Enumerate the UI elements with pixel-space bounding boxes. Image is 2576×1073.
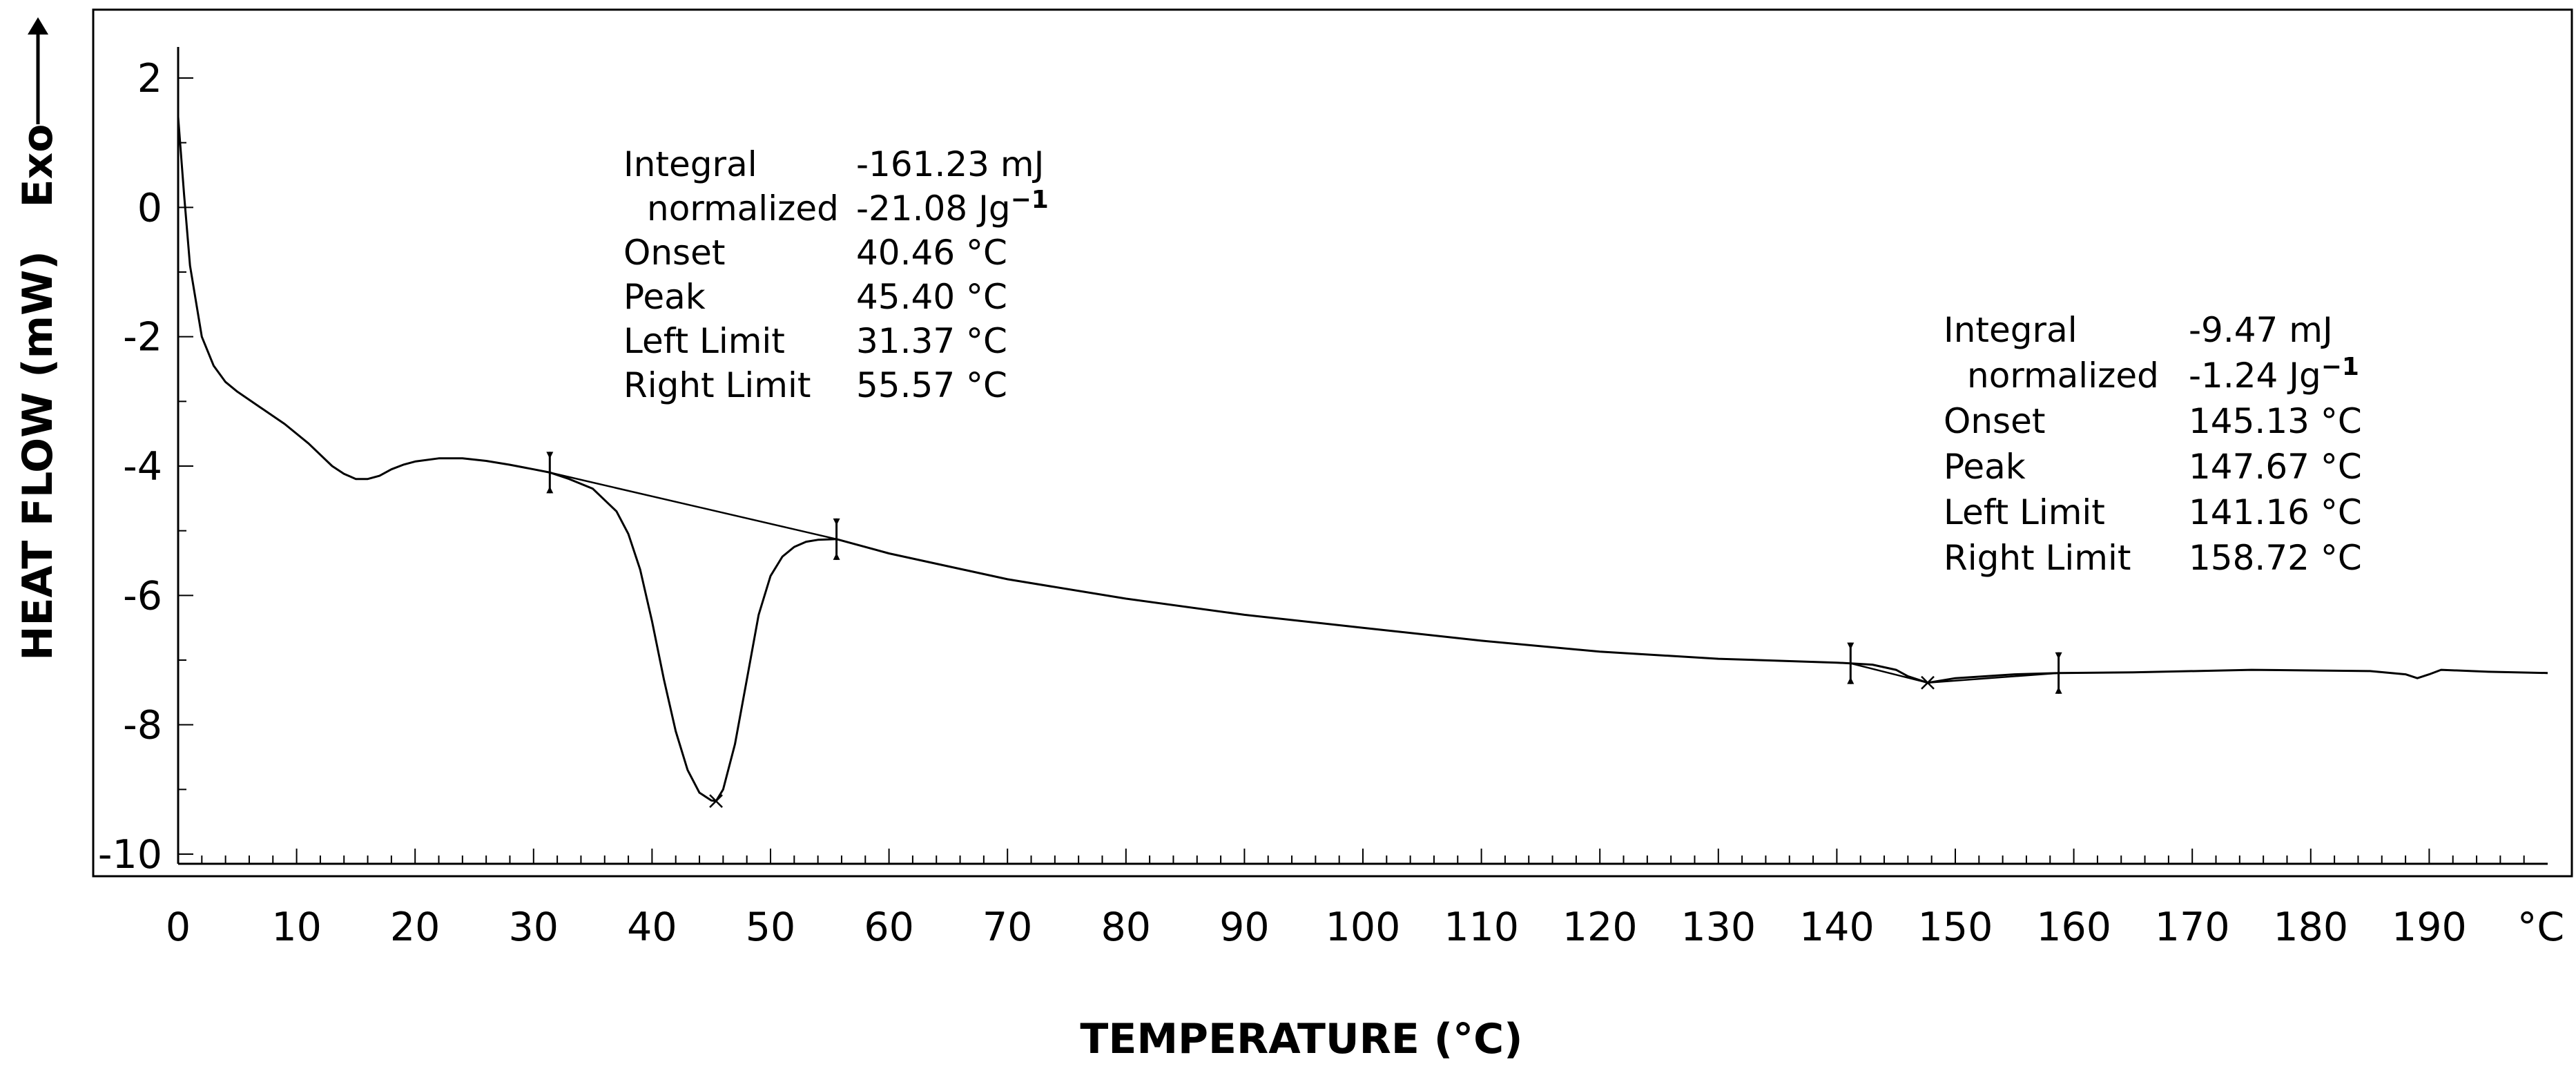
y-axis-title: HEAT FLOW (mW): [14, 251, 62, 661]
x-tick-label: 80: [1101, 905, 1152, 950]
limit-marker: [2055, 652, 2062, 694]
annotation-value: 55.57 °C: [856, 365, 1007, 405]
annotation-label: Left Limit: [1944, 492, 2105, 532]
annotation-value-text: 40.46 °C: [856, 233, 1007, 273]
x-tick-label: 40: [627, 905, 677, 950]
baseline: [550, 472, 837, 541]
annotation-value: 45.40 °C: [856, 277, 1007, 317]
dsc-curve: [177, 117, 2548, 802]
annotation-label: Onset: [1944, 401, 2045, 441]
annotation-value: 31.37 °C: [856, 321, 1007, 361]
annotation-value: 158.72 °C: [2189, 538, 2362, 578]
limit-marker: [833, 518, 840, 560]
annotation-value-text: 31.37 °C: [856, 321, 1007, 361]
x-unit-label: °C: [2517, 905, 2564, 950]
x-tick-label: 110: [1444, 905, 1519, 950]
annotation-value-text: -1.24 Jg: [2189, 356, 2321, 396]
peak-marker: [709, 794, 723, 809]
axis-ticks: 0 10 20 30 40 50 60 70 80 90 100 110 120 130 140 150 160…: [98, 56, 2564, 950]
annotation-value-text: 55.57 °C: [856, 365, 1007, 405]
annotation-value-text: 45.40 °C: [856, 277, 1007, 317]
annotation-value: -9.47 mJ: [2189, 310, 2333, 350]
exo-arrowhead-icon: [28, 17, 48, 35]
y-tick-label: -8: [123, 703, 162, 748]
y-tick-label: -4: [123, 444, 162, 490]
x-tick-label: 50: [746, 905, 796, 950]
x-tick-label: 140: [1799, 905, 1875, 950]
x-tick-label: 130: [1681, 905, 1756, 950]
x-tick-label: 60: [864, 905, 914, 950]
peak-marker: [1921, 675, 1935, 690]
x-tick-label: 150: [1918, 905, 1993, 950]
annotation-value-exponent: −1: [1011, 186, 1049, 214]
x-tick-label: 190: [2392, 905, 2467, 950]
curve-layer: [177, 117, 2548, 802]
annotation-label: Onset: [623, 233, 725, 273]
x-tick-label: 10: [271, 905, 322, 950]
annotation-label: Right Limit: [1944, 538, 2131, 578]
annotation-box: Integral -9.47 mJ normalized -1.24 Jg−1 Onse…: [1944, 310, 2362, 578]
x-tick-label: 30: [509, 905, 559, 950]
annotation-label: Integral: [1944, 310, 2078, 350]
annotation-label: Left Limit: [623, 321, 785, 361]
annotation-value-text: -21.08 Jg: [856, 188, 1011, 229]
annotation-value-exponent: −1: [2321, 353, 2359, 381]
x-tick-label: 0: [166, 905, 191, 950]
y-tick-label: -2: [123, 315, 162, 360]
annotation-box: Integral -161.23 mJ normalized -21.08 Jg−1 O…: [623, 144, 1049, 405]
baselines: [550, 472, 2059, 684]
x-tick-label: 170: [2155, 905, 2230, 950]
annotation-value-text: 145.13 °C: [2189, 401, 2362, 441]
annotation-label: Peak: [1944, 447, 2026, 487]
y-tick-label: -10: [98, 832, 162, 878]
x-tick-label: 120: [1562, 905, 1638, 950]
annotation-label: normalized: [1967, 356, 2159, 396]
y-tick-label: 2: [137, 56, 162, 102]
annotation-value: 40.46 °C: [856, 233, 1007, 273]
x-tick-label: 180: [2273, 905, 2348, 950]
annotation-value-text: -161.23 mJ: [856, 144, 1044, 184]
plot-frame: [92, 8, 2573, 878]
exo-indicator: Exo: [14, 17, 62, 207]
annotation-value-text: 158.72 °C: [2189, 538, 2362, 578]
annotation-label: Right Limit: [623, 365, 811, 405]
x-tick-label: 90: [1219, 905, 1270, 950]
annotation-label: Peak: [623, 277, 706, 317]
exo-label: Exo: [14, 124, 62, 208]
annotation-value: 147.67 °C: [2189, 447, 2362, 487]
annotation-label: normalized: [647, 188, 839, 229]
limit-marker: [546, 452, 554, 494]
y-tick-label: -6: [123, 573, 162, 619]
annotation-value-text: 141.16 °C: [2189, 492, 2362, 532]
y-tick-label: 0: [137, 185, 162, 231]
x-tick-label: 20: [390, 905, 440, 950]
annotation-value: -161.23 mJ: [856, 144, 1044, 184]
limit-marker: [1847, 642, 1854, 684]
annotation-value-text: 147.67 °C: [2189, 447, 2362, 487]
annotation-value-text: -9.47 mJ: [2189, 310, 2333, 350]
x-tick-label: 160: [2036, 905, 2111, 950]
annotation-value: -21.08 Jg−1: [856, 186, 1049, 229]
x-tick-label: 70: [982, 905, 1033, 950]
annotation-label: Integral: [623, 144, 757, 184]
x-axis-title: TEMPERATURE (°C): [1080, 1015, 1522, 1063]
x-tick-label: 100: [1326, 905, 1401, 950]
annotation-value: -1.24 Jg−1: [2189, 353, 2359, 396]
markers: [546, 452, 2062, 809]
annotation-value: 141.16 °C: [2189, 492, 2362, 532]
annotation-value: 145.13 °C: [2189, 401, 2362, 441]
